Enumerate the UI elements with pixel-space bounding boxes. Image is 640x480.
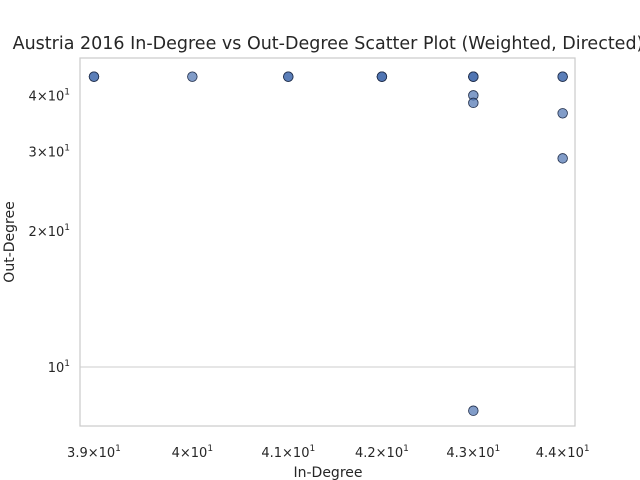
x-tick-label: 4.3×101	[446, 444, 500, 461]
y-tick-label-exponent: 1	[64, 359, 70, 369]
x-tick-label: 4.4×101	[536, 444, 590, 461]
x-tick-label-mantissa: 4.4×10	[536, 446, 584, 461]
y-tick-label-exponent: 1	[64, 223, 70, 233]
y-tick-label-exponent: 1	[64, 144, 70, 154]
y-tick-label: 4×101	[29, 87, 70, 104]
data-point	[557, 71, 568, 82]
x-tick-label-mantissa: 4.2×10	[355, 446, 403, 461]
data-point	[468, 97, 479, 109]
data-point	[376, 71, 388, 82]
x-tick-label: 3.9×101	[67, 444, 121, 461]
x-tick-label-exponent: 1	[495, 444, 501, 454]
y-axis-label: Out-Degree	[2, 201, 18, 282]
x-tick-label-exponent: 1	[584, 444, 590, 454]
data-point	[187, 71, 198, 82]
plot-frame	[79, 57, 576, 427]
y-tick-label: 101	[48, 359, 70, 376]
x-tick-label: 4.1×101	[261, 444, 315, 461]
x-tick-labels: 3.9×101 4×101 4.1×101 4.2×101 4.3×101 4.4×101	[67, 444, 590, 461]
y-tick-label-mantissa: 10	[48, 361, 65, 376]
x-tick-label: 4.2×101	[355, 444, 409, 461]
data-point	[468, 405, 479, 416]
y-tick-label-mantissa: 2×10	[29, 225, 65, 240]
x-tick-label-exponent: 1	[207, 444, 213, 454]
x-tick-label-mantissa: 4.3×10	[446, 446, 494, 461]
x-tick-label-exponent: 1	[115, 444, 121, 454]
data-point	[468, 71, 479, 82]
x-tick-label-mantissa: 4×10	[172, 446, 208, 461]
y-tick-label-exponent: 1	[64, 87, 70, 97]
y-tick-label-mantissa: 4×10	[29, 89, 65, 104]
points-layer	[88, 71, 568, 416]
data-point	[557, 153, 568, 164]
x-axis-label: In-Degree	[293, 465, 362, 480]
x-tick-label-exponent: 1	[309, 444, 315, 454]
x-tick-label: 4×101	[172, 444, 213, 461]
x-tick-label-exponent: 1	[403, 444, 409, 454]
data-point	[88, 71, 100, 82]
y-tick-label-mantissa: 3×10	[29, 146, 65, 161]
data-point	[283, 71, 294, 82]
chart-title: Austria 2016 In-Degree vs Out-Degree Sca…	[13, 34, 640, 54]
x-tick-label-mantissa: 3.9×10	[67, 446, 115, 461]
x-tick-label-mantissa: 4.1×10	[261, 446, 309, 461]
y-tick-label: 2×101	[29, 223, 70, 240]
data-point	[557, 108, 568, 119]
y-tick-label: 3×101	[29, 144, 70, 161]
